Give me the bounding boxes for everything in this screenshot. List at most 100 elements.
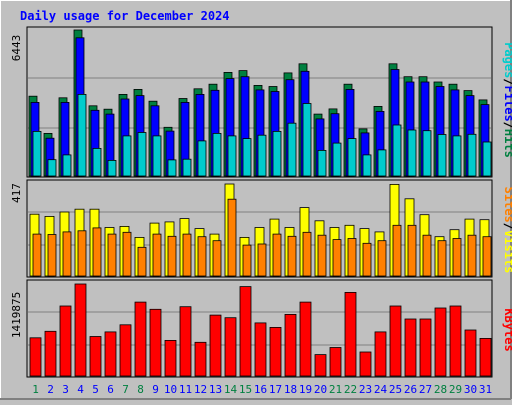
- kbytes-bar: [59, 305, 72, 377]
- pages-bar: [332, 142, 342, 177]
- sites-bar: [407, 224, 417, 277]
- kbytes-bar: [164, 339, 177, 377]
- sites-bar: [107, 233, 117, 277]
- pages-bar: [77, 94, 87, 177]
- sites-bar: [257, 243, 267, 277]
- sites-bar: [212, 240, 222, 277]
- day-label: 16: [254, 383, 267, 396]
- kbytes-bar: [419, 318, 432, 377]
- kbytes-bar: [314, 354, 327, 377]
- pages-bar: [287, 122, 297, 177]
- pages-bar: [227, 135, 237, 177]
- day-label: 3: [62, 383, 69, 396]
- kbytes-bar: [134, 301, 147, 377]
- pages-bar: [377, 149, 387, 177]
- sites-bar: [137, 246, 147, 277]
- kbytes-bar: [224, 317, 237, 377]
- day-label: 25: [389, 383, 402, 396]
- legend-kbytes: KBytes: [502, 308, 512, 351]
- kbytes-bar: [449, 305, 462, 377]
- hits-ymax-label: 6443: [10, 35, 23, 62]
- visits-legend: Sites/Visits: [502, 187, 512, 274]
- day-label: 31: [479, 383, 492, 396]
- day-label: 30: [464, 383, 477, 396]
- day-label: 2: [47, 383, 54, 396]
- pages-bar: [347, 138, 357, 177]
- sites-bar: [92, 227, 102, 277]
- sites-bar: [482, 236, 492, 277]
- kbytes-bar: [464, 329, 477, 377]
- pages-bar: [92, 147, 102, 177]
- pages-bar: [212, 132, 222, 177]
- day-label: 17: [269, 383, 282, 396]
- pages-bar: [182, 158, 192, 177]
- kbytes-bars: [29, 283, 492, 377]
- legend-visits: Visits: [502, 230, 512, 273]
- hits-panel: 6443 Pages/Files/Hits: [10, 26, 512, 178]
- pages-bar: [302, 103, 312, 177]
- kbytes-bar: [434, 307, 447, 377]
- pages-bar: [362, 154, 372, 177]
- day-label: 11: [179, 383, 192, 396]
- pages-bar: [452, 135, 462, 177]
- pages-bar: [197, 140, 207, 177]
- kbytes-bar: [239, 286, 252, 377]
- kbytes-bar: [299, 301, 312, 377]
- kbytes-bar: [29, 337, 42, 377]
- hits-bars: [28, 29, 492, 177]
- pages-bar: [137, 132, 147, 177]
- day-label: 6: [107, 383, 114, 396]
- day-label: 10: [164, 383, 177, 396]
- sites-bar: [422, 234, 432, 277]
- sites-bar: [242, 244, 252, 277]
- kbytes-bar: [119, 324, 132, 377]
- sites-bar: [77, 230, 87, 277]
- kbytes-bar: [194, 341, 207, 377]
- pages-bar: [62, 154, 72, 177]
- pages-bar: [482, 141, 492, 177]
- sites-bar: [437, 240, 447, 277]
- sites-bar: [47, 234, 57, 277]
- kbytes-bar: [284, 313, 297, 377]
- sites-bar: [182, 233, 192, 277]
- day-label: 8: [137, 383, 144, 396]
- sites-bar: [302, 231, 312, 277]
- legend-slash-2: /: [502, 122, 512, 129]
- legend-slash-1: /: [502, 78, 512, 85]
- visits-panel: 417 Sites/Visits: [10, 179, 512, 278]
- pages-bar: [392, 124, 402, 177]
- pages-bar: [407, 129, 417, 177]
- kbytes-bar: [374, 331, 387, 377]
- pages-bar: [107, 159, 117, 177]
- day-label: 24: [374, 383, 388, 396]
- sites-bar: [122, 231, 132, 277]
- day-labels: 1 2 3 4 5 6 7 8 9 10 11 12 13 14 15 16 17 18 19 20 21 22 23 24 2…: [32, 383, 492, 396]
- sites-bar: [467, 234, 477, 277]
- day-label: 21: [329, 383, 342, 396]
- kbytes-bar: [89, 336, 102, 377]
- day-label: 27: [419, 383, 432, 396]
- pages-bar: [167, 159, 177, 177]
- pages-bar: [437, 134, 447, 177]
- sites-bar: [197, 236, 207, 277]
- day-label: 26: [404, 383, 417, 396]
- hits-legend-text: Pages/Files/Hits: [502, 42, 512, 158]
- pages-bar: [257, 134, 267, 177]
- pages-bar: [47, 159, 57, 177]
- sites-bar: [32, 233, 42, 277]
- pages-bar: [122, 135, 132, 177]
- sites-bar: [287, 235, 297, 277]
- day-label: 19: [299, 383, 312, 396]
- day-label: 23: [359, 383, 372, 396]
- day-label: 4: [77, 383, 84, 396]
- day-label: 9: [152, 383, 159, 396]
- day-label: 18: [284, 383, 297, 396]
- kbytes-bar: [44, 330, 57, 377]
- sites-bar: [317, 234, 327, 277]
- sites-bar: [62, 231, 72, 277]
- legend-sites: Sites: [502, 187, 512, 223]
- pages-bar: [32, 130, 42, 177]
- kbytes-bar: [329, 347, 342, 377]
- kbytes-bar: [359, 351, 372, 377]
- hits-legend: Pages/Files/Hits: [502, 42, 512, 158]
